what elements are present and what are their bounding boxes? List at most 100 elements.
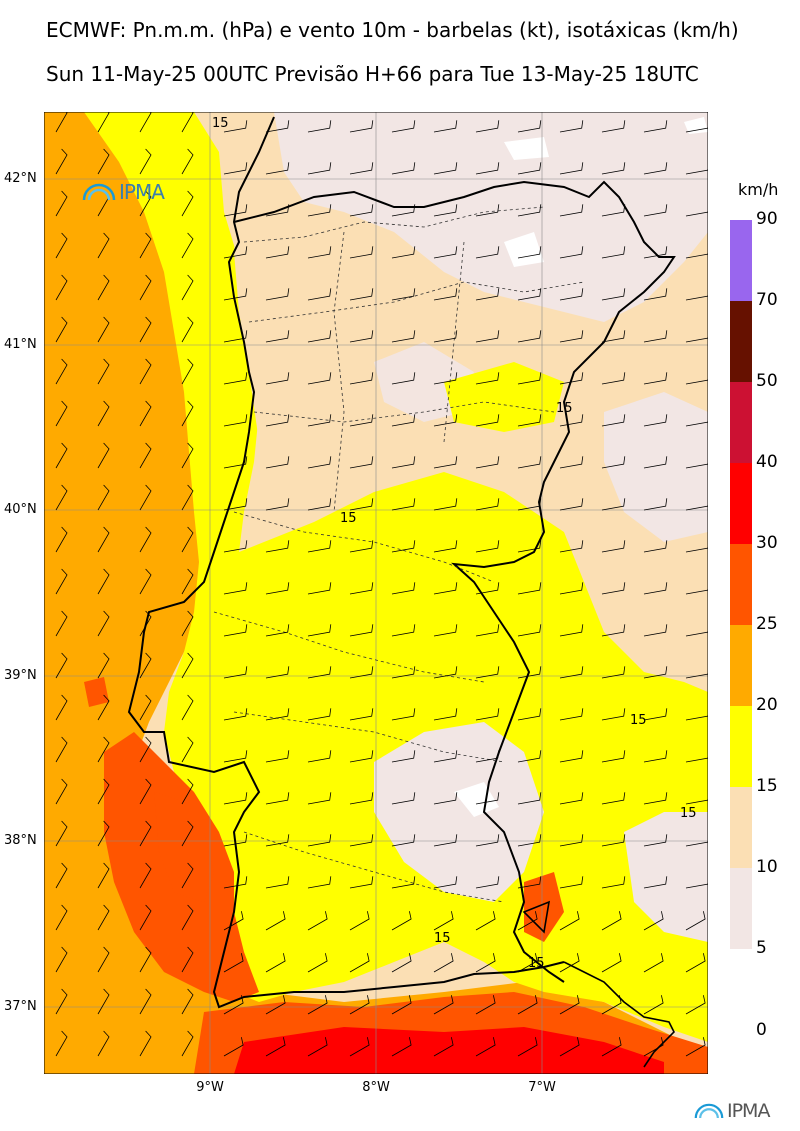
- wind-barb: [391, 624, 416, 637]
- wind-barb: [391, 330, 416, 343]
- svg-text:15: 15: [630, 713, 647, 728]
- wind-barb: [475, 792, 500, 805]
- wind-barb: [559, 953, 580, 973]
- wind-barb: [97, 778, 110, 805]
- wind-barb: [181, 484, 194, 511]
- wind-barb: [55, 736, 68, 763]
- wind-barb: [139, 610, 152, 637]
- wind-barb: [97, 652, 110, 679]
- wind-barb: [223, 498, 248, 511]
- wind-barb: [601, 120, 626, 133]
- lon-label-8w: 8°W: [362, 1080, 390, 1095]
- wind-barb: [307, 120, 332, 133]
- wind-barb: [433, 582, 458, 595]
- wind-barb: [139, 736, 152, 763]
- wind-barb: [55, 652, 68, 679]
- wind-barb: [265, 414, 290, 427]
- wind-barb: [559, 372, 584, 385]
- wind-barb: [433, 911, 454, 931]
- wind-barb: [223, 666, 248, 679]
- wind-barb: [685, 995, 706, 1015]
- legend-label-90: 90: [756, 209, 778, 229]
- wind-barb: [139, 988, 152, 1015]
- wind-barb: [139, 358, 152, 385]
- wind-barb: [97, 694, 110, 721]
- wind-barb: [559, 414, 584, 427]
- wind-barb: [349, 1037, 370, 1057]
- wind-barb: [223, 624, 248, 637]
- wind-barb: [55, 400, 68, 427]
- lat-label-42: 42°N: [4, 171, 37, 186]
- wind-barb: [55, 904, 68, 931]
- wind-barb: [475, 204, 500, 217]
- wind-barb: [181, 946, 194, 973]
- wind-barb: [559, 204, 584, 217]
- wind-barb: [475, 953, 496, 973]
- wind-barb: [265, 330, 290, 343]
- wind-barb: [223, 456, 248, 469]
- wind-barb: [349, 995, 370, 1015]
- wind-barb: [391, 953, 412, 973]
- legend-swatch-15-20: [730, 706, 752, 787]
- wind-barb: [643, 120, 668, 133]
- wind-barb: [307, 750, 332, 763]
- legend-label-30: 30: [756, 533, 778, 553]
- wind-barb: [433, 540, 458, 553]
- legend-label-25: 25: [756, 614, 778, 634]
- wind-barb: [559, 456, 584, 469]
- legend-label-15: 15: [756, 776, 778, 796]
- wind-barb: [475, 1037, 496, 1057]
- wind-barb: [181, 526, 194, 553]
- wind-barb: [475, 414, 500, 427]
- wind-barb: [223, 876, 248, 889]
- wind-barb: [559, 540, 584, 553]
- wind-barb: [349, 750, 374, 763]
- wind-barb: [433, 834, 458, 847]
- wind-barb: [475, 995, 496, 1015]
- wind-barb: [181, 442, 194, 469]
- wind-barb: [181, 358, 194, 385]
- wind-barb: [685, 911, 706, 931]
- wind-barb: [601, 750, 626, 763]
- wind-barb: [517, 162, 542, 175]
- wind-barb: [55, 862, 68, 889]
- wind-barb: [391, 666, 416, 679]
- wind-barb: [475, 372, 500, 385]
- wind-barb: [475, 750, 500, 763]
- wind-barb: [475, 911, 496, 931]
- wind-barb: [559, 911, 580, 931]
- wind-barb: [265, 582, 290, 595]
- wind-barb: [433, 995, 454, 1015]
- wind-barb: [559, 708, 584, 721]
- wind-barb: [139, 946, 152, 973]
- wind-barb: [265, 834, 290, 847]
- wind-barb: [601, 624, 626, 637]
- wind-barb: [643, 911, 664, 931]
- wind-barb: [307, 911, 328, 931]
- wind-barb: [601, 666, 626, 679]
- wind-barb: [181, 400, 194, 427]
- wind-barb: [559, 582, 584, 595]
- wind-barb: [139, 526, 152, 553]
- wind-barb: [307, 246, 332, 259]
- wind-barb: [265, 708, 290, 721]
- wind-barb: [559, 624, 584, 637]
- wind-barb: [517, 372, 542, 385]
- wind-barb: [139, 484, 152, 511]
- wind-barb: [391, 162, 416, 175]
- wind-barb: [55, 190, 68, 217]
- wind-barb: [391, 995, 412, 1015]
- wind-barb: [643, 498, 668, 511]
- wind-barb: [475, 666, 500, 679]
- wind-barb: [55, 820, 68, 847]
- wind-barb: [433, 666, 458, 679]
- wind-barb: [181, 862, 194, 889]
- wind-barb: [265, 372, 290, 385]
- wind-barb: [601, 288, 626, 301]
- wind-barb: [55, 232, 68, 259]
- wind-barb: [391, 792, 416, 805]
- ipma-logo-footer: IPMA: [694, 1100, 770, 1122]
- wind-barb: [601, 246, 626, 259]
- legend-swatch-70-90: [730, 220, 752, 301]
- wind-barb: [475, 540, 500, 553]
